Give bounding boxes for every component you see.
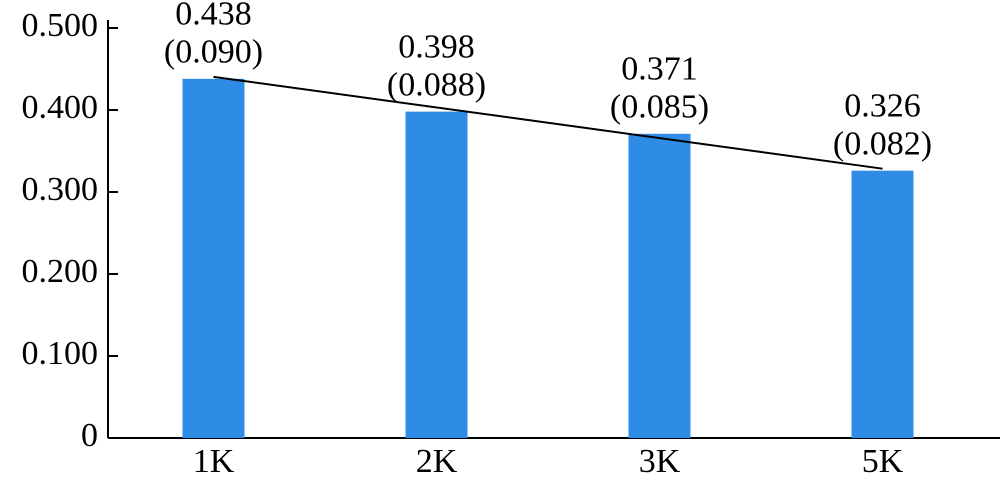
x-tick-label: 2K: [416, 443, 458, 480]
bar: [182, 78, 245, 438]
value-label: 0.438: [175, 0, 252, 33]
x-tick-label: 5K: [862, 443, 904, 480]
y-tick-label: 0.400: [22, 89, 99, 126]
y-tick-label: 0: [81, 417, 98, 454]
error-label: (0.090): [164, 34, 263, 71]
value-label: 0.398: [398, 28, 475, 65]
bar: [405, 111, 468, 438]
bar: [851, 170, 914, 438]
value-label: 0.371: [621, 51, 698, 88]
value-label: 0.326: [844, 87, 921, 124]
x-tick-label: 3K: [639, 443, 681, 480]
y-tick-label: 0.200: [22, 253, 99, 290]
error-label: (0.082): [833, 125, 932, 162]
x-tick-label: 1K: [193, 443, 235, 480]
y-tick-label: 0.100: [22, 335, 99, 372]
y-tick-label: 0.500: [22, 7, 99, 44]
error-label: (0.088): [387, 66, 486, 103]
error-label: (0.085): [610, 89, 709, 126]
trend-line: [213, 75, 883, 170]
y-tick-label: 0.300: [22, 171, 99, 208]
bar: [628, 133, 691, 438]
